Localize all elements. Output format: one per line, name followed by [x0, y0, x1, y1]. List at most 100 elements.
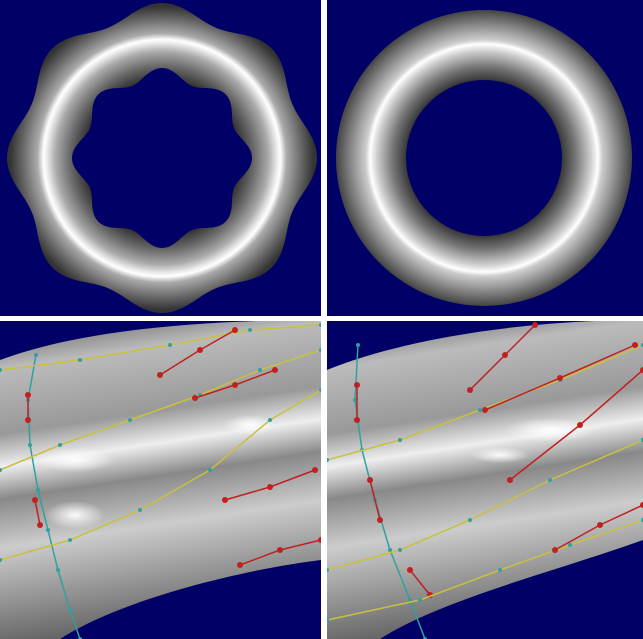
control-point [78, 358, 82, 362]
control-point [46, 528, 50, 532]
control-point [507, 477, 513, 483]
control-point [0, 558, 2, 562]
control-point [398, 438, 402, 442]
control-point [640, 367, 643, 373]
control-point [267, 484, 273, 490]
control-point [56, 568, 60, 572]
control-point [36, 488, 40, 492]
curve [552, 502, 643, 553]
curve [507, 367, 643, 483]
control-point [157, 372, 163, 378]
control-point [34, 353, 38, 357]
control-point [353, 398, 357, 402]
control-point [467, 387, 473, 393]
wavy-torus [7, 3, 317, 313]
control-point [552, 547, 558, 553]
curve [467, 322, 538, 393]
curve [0, 323, 321, 372]
control-point [25, 417, 31, 423]
highlight [45, 501, 105, 529]
control-point [319, 348, 321, 352]
control-point [597, 522, 603, 528]
control-point [272, 367, 278, 373]
control-point [356, 343, 360, 347]
control-point [237, 562, 243, 568]
control-point [354, 382, 360, 388]
control-point [407, 567, 413, 573]
control-point [232, 327, 238, 333]
tube-right [327, 321, 643, 639]
control-point [192, 395, 198, 401]
curve [222, 467, 318, 503]
control-point [577, 422, 583, 428]
control-point [25, 392, 31, 398]
curve-line [369, 479, 381, 521]
control-point [367, 477, 373, 483]
curve [32, 497, 43, 528]
curve [327, 518, 643, 622]
control-point [222, 497, 228, 503]
curve [327, 438, 643, 572]
highlight [505, 418, 595, 442]
control-point [418, 598, 422, 602]
control-point [28, 443, 32, 447]
control-point [208, 468, 212, 472]
curve [25, 392, 31, 423]
control-point [0, 468, 2, 472]
curve-line [34, 499, 41, 526]
curve-line [0, 349, 321, 471]
control-point [388, 548, 392, 552]
control-point [248, 328, 252, 332]
control-point [319, 323, 321, 327]
control-point [532, 322, 538, 328]
control-point [548, 478, 552, 482]
control-point [197, 347, 203, 353]
control-point [568, 543, 572, 547]
control-point [58, 443, 62, 447]
smooth-torus [336, 10, 632, 306]
control-point [268, 418, 272, 422]
control-point [68, 538, 72, 542]
control-point [327, 458, 329, 462]
control-point [277, 547, 283, 553]
control-curves [0, 322, 643, 639]
control-point [68, 608, 72, 612]
curve [0, 388, 321, 562]
control-point [258, 368, 262, 372]
control-point [0, 368, 2, 372]
control-point [640, 502, 643, 508]
tube-surface [327, 321, 643, 639]
curve-line [409, 569, 431, 596]
control-point [468, 518, 472, 522]
control-point [377, 517, 383, 523]
tube-surface [0, 321, 321, 639]
curve [192, 367, 278, 401]
control-point [319, 388, 321, 392]
control-point [232, 382, 238, 388]
curve-line [0, 389, 321, 561]
highlight [470, 447, 530, 463]
control-point [478, 408, 482, 412]
control-point [482, 407, 488, 413]
control-point [128, 418, 132, 422]
control-point [327, 618, 329, 622]
highlight [35, 448, 115, 472]
tube-left [0, 321, 321, 639]
control-point [498, 568, 502, 572]
control-point [502, 352, 508, 358]
control-point [408, 598, 412, 602]
control-point [312, 467, 318, 473]
control-point [632, 342, 638, 348]
highlight [225, 415, 275, 435]
curve [157, 327, 238, 378]
control-point [557, 375, 563, 381]
curve [237, 537, 321, 568]
curve [482, 342, 638, 413]
curve [367, 477, 383, 523]
control-point [138, 508, 142, 512]
control-point [354, 417, 360, 423]
control-point [37, 522, 43, 528]
control-point [398, 548, 402, 552]
control-point [168, 343, 172, 347]
